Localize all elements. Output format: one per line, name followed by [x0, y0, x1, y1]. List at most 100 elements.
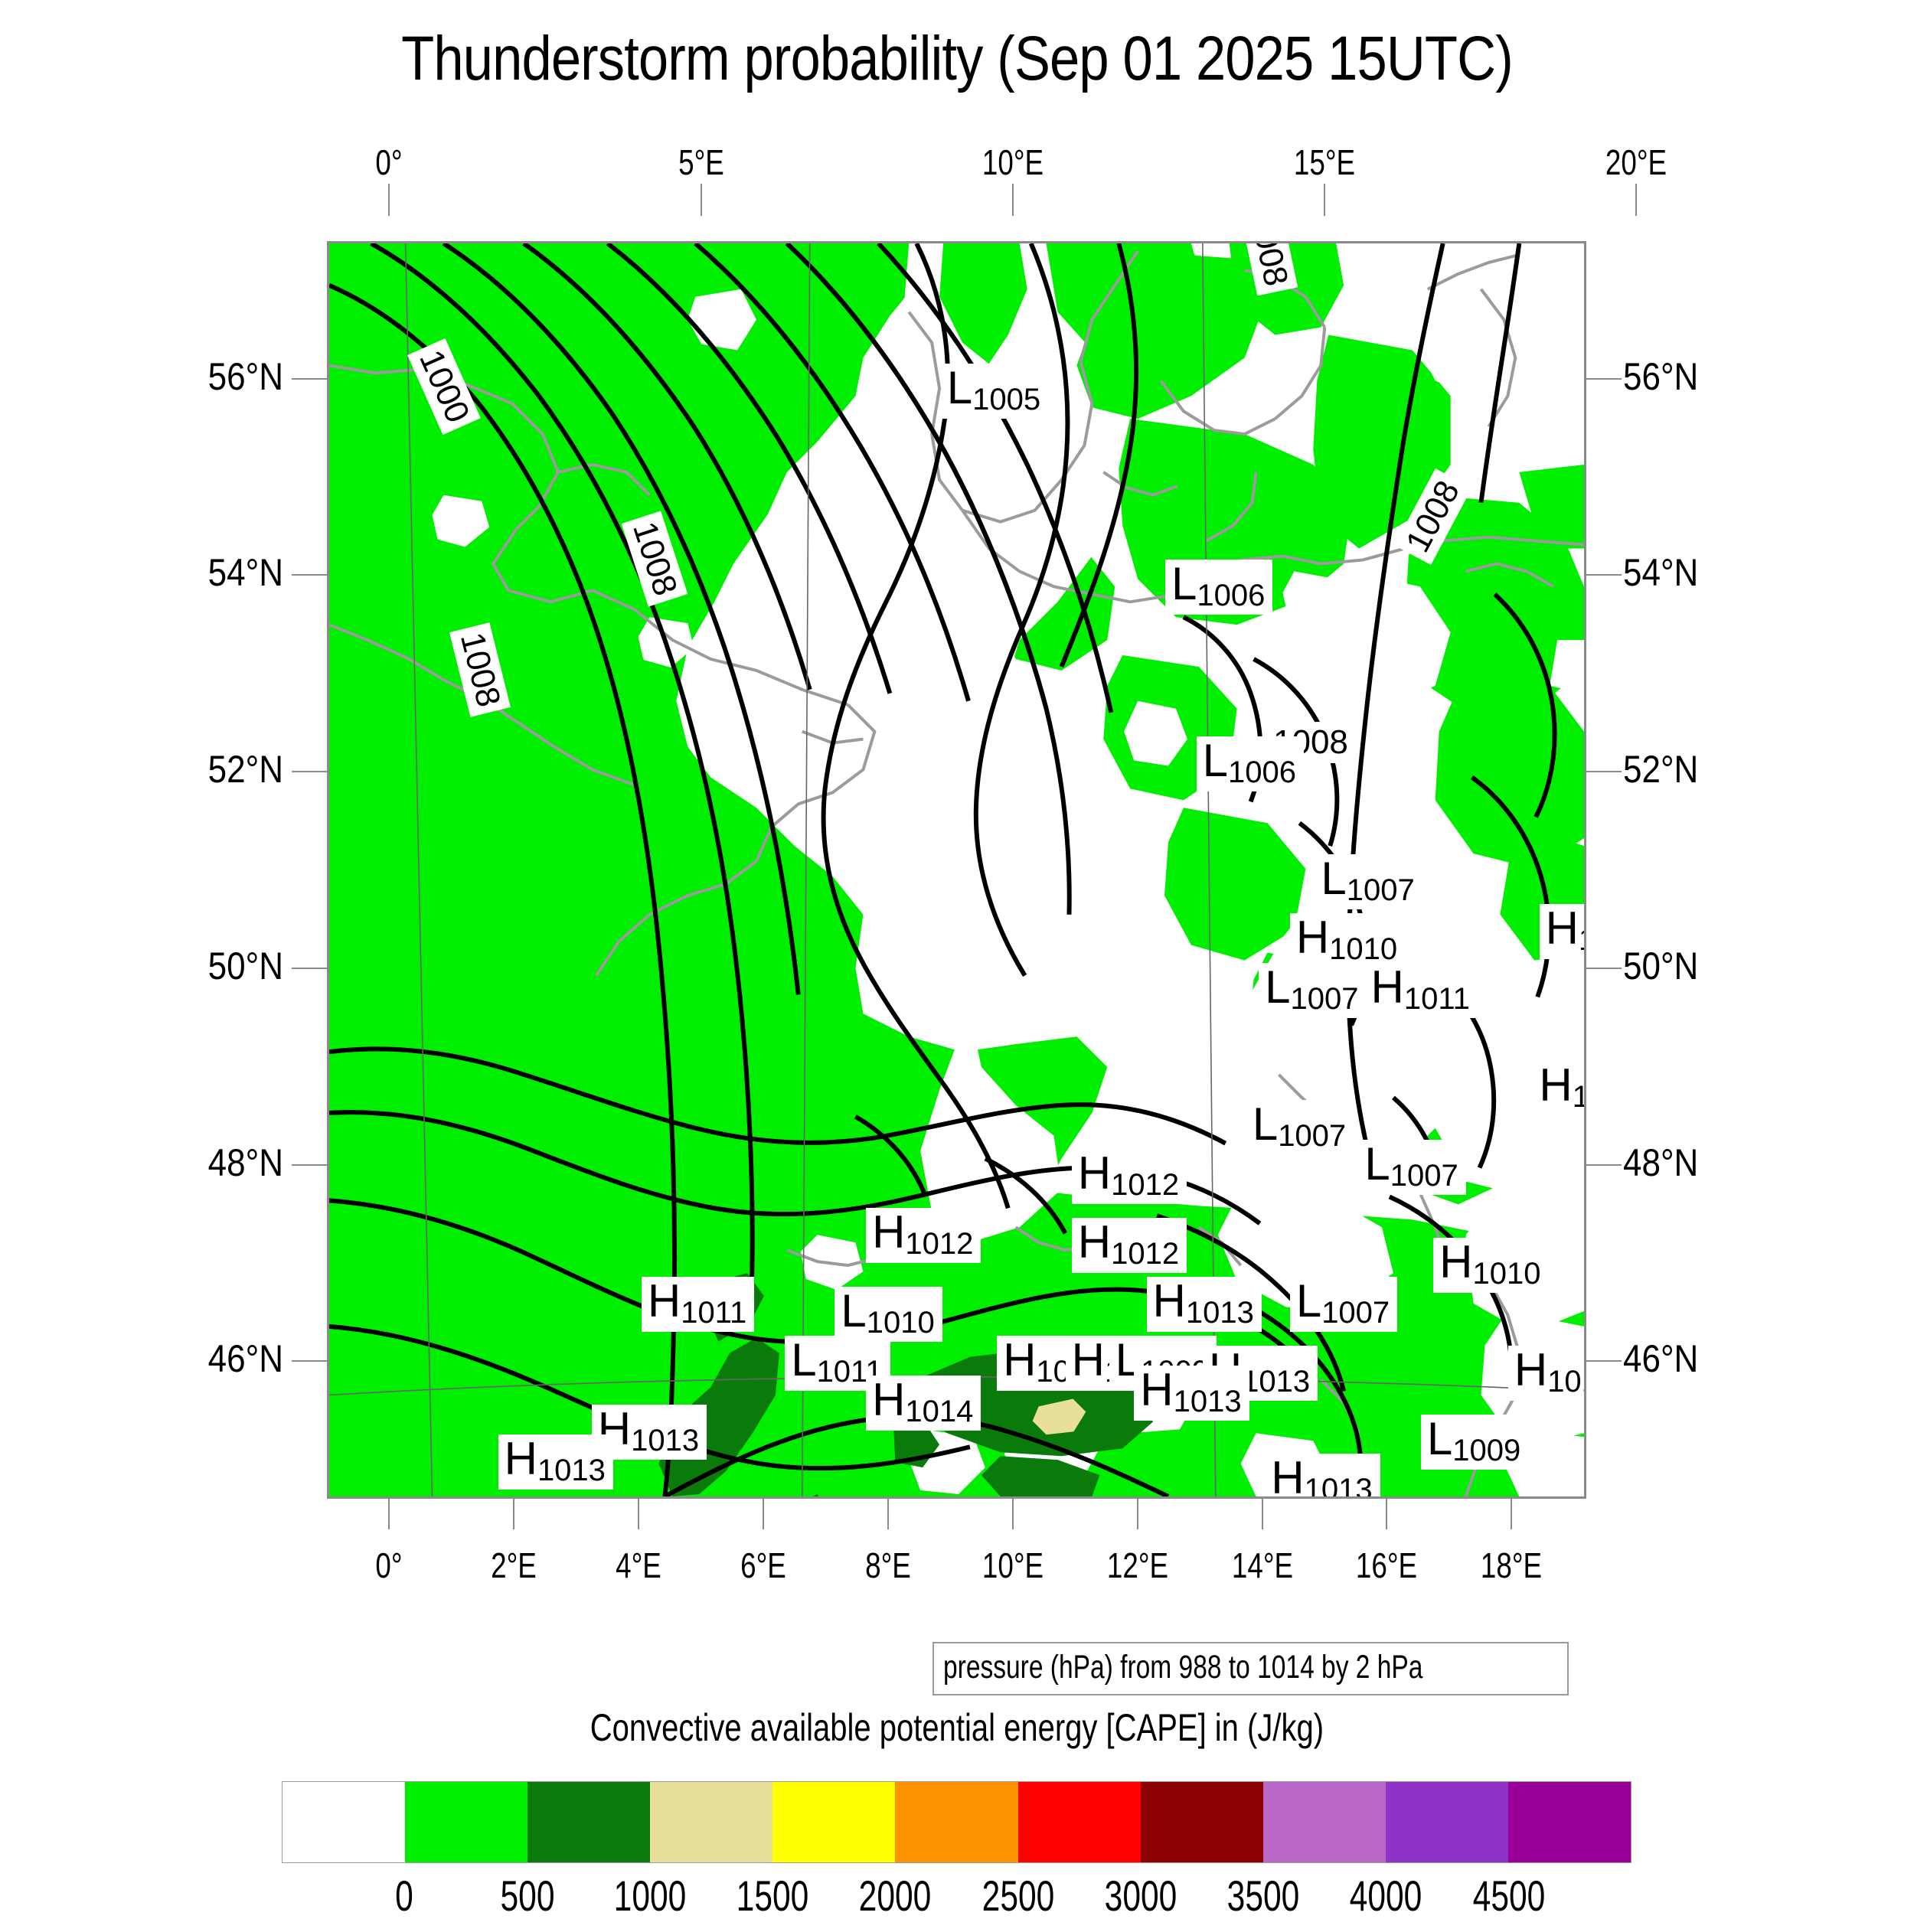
- colorbar-tick-label: 0: [395, 1872, 414, 1920]
- pressure-center-type: L: [1364, 1137, 1390, 1190]
- pressure-center-value: 1010: [866, 1306, 935, 1340]
- pressure-center-type: L: [946, 361, 973, 413]
- pressure-center-type: H: [1003, 1334, 1037, 1386]
- bottom-axis-tick-mark: [1511, 1499, 1513, 1529]
- pressure-center-type: L: [791, 1334, 817, 1386]
- pressure-center-value: 10: [1573, 1080, 1584, 1114]
- left-axis-tick-label: 52°N: [207, 748, 283, 791]
- pressure-center-label: H10: [1533, 1060, 1584, 1116]
- colorbar-swatch[interactable]: [650, 1782, 773, 1862]
- bottom-axis-tick-label: 10°E: [981, 1545, 1044, 1585]
- bottom-axis-tick-mark: [1011, 1499, 1014, 1529]
- colorbar-tick-label: 500: [500, 1872, 555, 1920]
- pressure-center-label: H1013: [1134, 1363, 1249, 1421]
- top-axis-tick-label: 10°E: [981, 142, 1044, 182]
- colorbar-swatch[interactable]: [405, 1782, 528, 1862]
- right-axis-tick-label: 48°N: [1623, 1141, 1699, 1184]
- colorbar-tick-label: 4000: [1350, 1872, 1422, 1920]
- bottom-axis-tick-label: 12°E: [1106, 1545, 1168, 1585]
- colorbar-tick-label: 1500: [736, 1872, 809, 1920]
- colorbar-swatch[interactable]: [527, 1782, 651, 1862]
- pressure-center-value: 1014: [905, 1394, 974, 1428]
- pressure-center-label: H1013: [591, 1405, 707, 1460]
- pressure-range-note: pressure (hPa) from 988 to 1014 by 2 hPa: [933, 1642, 1569, 1695]
- pressure-center-value: 1013: [1173, 1384, 1242, 1418]
- colorbar-swatch[interactable]: [1017, 1782, 1141, 1862]
- colorbar-swatch[interactable]: [1385, 1782, 1508, 1862]
- pressure-center-label: L1009: [1420, 1412, 1529, 1470]
- pressure-center-value: 1007: [1290, 981, 1359, 1016]
- bottom-axis-tick-label: 2°E: [491, 1545, 537, 1585]
- pressure-center-type: H: [872, 1206, 906, 1258]
- bottom-axis-tick-label: 6°E: [740, 1545, 786, 1585]
- top-axis-tick-label: 15°E: [1293, 142, 1356, 182]
- colorbar-swatch[interactable]: [1507, 1782, 1631, 1862]
- pressure-centers-layer: L1005L1006L1006L1007H1010L1007H1011H10H1…: [329, 243, 1584, 1496]
- bottom-axis-tick-label: 14°E: [1231, 1545, 1293, 1585]
- pressure-center-type: H: [1545, 902, 1579, 954]
- pressure-center-label: H1011: [1364, 961, 1478, 1018]
- pressure-center-label: H1012: [866, 1206, 981, 1264]
- pressure-center-type: H: [647, 1275, 681, 1327]
- pressure-center-label: H1011: [641, 1275, 755, 1333]
- colorbar-tick-label: 2500: [981, 1872, 1054, 1920]
- pressure-center-label: L1007: [1246, 1098, 1354, 1156]
- right-axis-tick-mark: [1586, 771, 1622, 773]
- pressure-center-type: H: [1071, 1334, 1105, 1386]
- pressure-center-type: H: [872, 1373, 906, 1425]
- pressure-center-label: H1014: [866, 1373, 981, 1431]
- pressure-center-type: H: [1271, 1452, 1305, 1499]
- pressure-center-value: 101: [1547, 1365, 1584, 1399]
- top-axis-tick-mark: [1323, 184, 1325, 216]
- colorbar-tick-label: 4500: [1472, 1872, 1546, 1920]
- pressure-center-type: H: [1370, 961, 1404, 1013]
- cape-colorbar[interactable]: [282, 1781, 1631, 1863]
- pressure-center-type: L: [1171, 558, 1197, 610]
- bottom-axis-tick-mark: [763, 1499, 765, 1529]
- colorbar-swatch[interactable]: [1140, 1782, 1263, 1862]
- pressure-center-type: L: [1252, 1098, 1279, 1150]
- pressure-center-type: H: [1140, 1363, 1174, 1415]
- left-axis-tick-mark: [292, 1163, 327, 1166]
- pressure-center-label: H1010: [1289, 913, 1406, 969]
- left-axis-tick-mark: [292, 1360, 327, 1363]
- left-axis-tick-label: 56°N: [207, 354, 283, 398]
- pressure-center-label: L1006: [1196, 735, 1305, 792]
- pressure-center-label: L1005: [940, 361, 1049, 419]
- pressure-center-type: H: [1077, 1147, 1112, 1199]
- left-axis-tick-mark: [292, 377, 327, 380]
- bottom-axis-tick-label: 18°E: [1481, 1545, 1543, 1585]
- pressure-center-value: 1009: [1452, 1433, 1521, 1467]
- pressure-center-type: H: [1439, 1235, 1473, 1287]
- right-axis-tick-mark: [1586, 1360, 1622, 1363]
- left-axis-tick-mark: [292, 771, 327, 773]
- colorbar-swatch[interactable]: [895, 1782, 1018, 1862]
- pressure-center-value: 1012: [1111, 1237, 1180, 1271]
- colorbar-swatch[interactable]: [772, 1782, 896, 1862]
- pressure-center-label: L1007: [1259, 962, 1367, 1018]
- bottom-axis-tick-label: 0°: [375, 1545, 403, 1585]
- bottom-axis-tick-mark: [1136, 1499, 1138, 1529]
- pressure-center-value: 1010: [1472, 1256, 1541, 1291]
- bottom-axis-tick-mark: [1386, 1499, 1388, 1529]
- map-plot-area[interactable]: 1008 1000 1008 1008 1008 1008 L1005 L1006…: [327, 241, 1586, 1499]
- pressure-center-type: H: [1514, 1344, 1548, 1396]
- pressure-center-value: 1013: [537, 1453, 606, 1487]
- colorbar-tick-label: 2000: [859, 1872, 932, 1920]
- left-axis-tick-label: 46°N: [207, 1337, 283, 1381]
- colorbar-swatch[interactable]: [283, 1782, 406, 1862]
- pressure-center-type: H: [504, 1432, 537, 1484]
- pressure-center-type: L: [1202, 735, 1229, 787]
- pressure-center-label: H1013: [1265, 1452, 1380, 1499]
- pressure-center-value: 1013: [1242, 1365, 1311, 1399]
- bottom-axis-tick-label: 8°E: [865, 1545, 911, 1585]
- page-title: Thunderstorm probability (Sep 01 2025 15…: [401, 24, 1514, 93]
- pressure-center-value: 10: [1579, 923, 1584, 957]
- pressure-center-label: H1013: [1202, 1346, 1318, 1402]
- colorbar-swatch[interactable]: [1262, 1782, 1386, 1862]
- pressure-center-type: L: [1426, 1412, 1453, 1464]
- bottom-axis-tick-mark: [388, 1499, 390, 1529]
- bottom-axis-tick-mark: [887, 1499, 889, 1529]
- bottom-axis-tick-label: 16°E: [1356, 1545, 1418, 1585]
- pressure-center-value: 1013: [1185, 1296, 1254, 1330]
